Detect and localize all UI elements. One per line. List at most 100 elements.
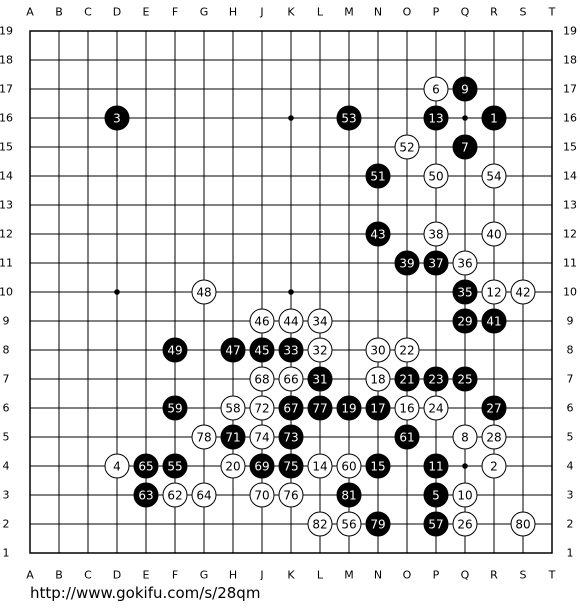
move-number: 75 bbox=[283, 460, 298, 474]
move-number: 22 bbox=[399, 344, 414, 358]
black-stone bbox=[307, 366, 333, 392]
move-number: 57 bbox=[428, 518, 443, 532]
move-number: 1 bbox=[490, 112, 498, 126]
column-label-bottom: P bbox=[433, 569, 440, 581]
row-label-right: 2 bbox=[567, 518, 574, 531]
source-link[interactable]: http://www.gokifu.com/s/28qm bbox=[30, 584, 261, 602]
move-number: 17 bbox=[370, 402, 385, 416]
row-label-right: 18 bbox=[563, 54, 577, 67]
white-stone bbox=[481, 424, 507, 450]
move-number: 27 bbox=[486, 402, 501, 416]
white-stone bbox=[365, 337, 391, 363]
white-stone bbox=[278, 308, 304, 334]
move-number: 72 bbox=[254, 402, 269, 416]
black-stone bbox=[365, 395, 391, 421]
black-stone bbox=[365, 511, 391, 537]
white-stone bbox=[452, 511, 478, 537]
move-number: 54 bbox=[486, 170, 501, 184]
row-label-left: 13 bbox=[0, 199, 13, 212]
row-label-right: 8 bbox=[567, 344, 574, 357]
move-number: 76 bbox=[283, 489, 298, 503]
move-number: 33 bbox=[283, 344, 298, 358]
white-stone bbox=[191, 424, 217, 450]
white-stone bbox=[394, 395, 420, 421]
row-label-right: 1 bbox=[567, 547, 574, 560]
black-stone bbox=[278, 424, 304, 450]
move-number: 35 bbox=[457, 286, 472, 300]
column-label-bottom: H bbox=[229, 569, 237, 581]
move-number: 63 bbox=[138, 489, 153, 503]
black-stone bbox=[278, 453, 304, 479]
column-label-top: F bbox=[172, 6, 178, 19]
move-number: 39 bbox=[399, 257, 414, 271]
move-number: 37 bbox=[428, 257, 443, 271]
move-number: 53 bbox=[341, 112, 356, 126]
column-label-bottom: S bbox=[520, 569, 527, 581]
white-stone bbox=[481, 453, 507, 479]
column-label-bottom: G bbox=[200, 569, 209, 581]
move-number: 52 bbox=[399, 141, 414, 155]
move-number: 55 bbox=[167, 460, 182, 474]
move-number: 82 bbox=[312, 518, 327, 532]
move-number: 30 bbox=[370, 344, 385, 358]
move-number: 68 bbox=[254, 373, 269, 387]
move-number: 34 bbox=[312, 315, 327, 329]
column-label-bottom: B bbox=[55, 569, 63, 581]
column-label-top: Q bbox=[461, 6, 470, 19]
move-number: 40 bbox=[486, 228, 501, 242]
row-label-left: 19 bbox=[0, 25, 13, 38]
black-stone bbox=[104, 105, 130, 131]
row-label-right: 9 bbox=[567, 315, 574, 328]
column-label-top: M bbox=[344, 6, 354, 19]
row-label-right: 5 bbox=[567, 431, 574, 444]
row-label-right: 11 bbox=[563, 257, 577, 270]
move-number: 38 bbox=[428, 228, 443, 242]
black-stone bbox=[423, 105, 449, 131]
move-number: 56 bbox=[341, 518, 356, 532]
black-stone bbox=[481, 105, 507, 131]
move-number: 44 bbox=[283, 315, 298, 329]
column-label-top: C bbox=[84, 6, 92, 19]
row-label-left: 1 bbox=[3, 547, 10, 560]
black-stone bbox=[452, 279, 478, 305]
white-stone bbox=[220, 453, 246, 479]
column-label-top: G bbox=[200, 6, 209, 19]
white-stone bbox=[510, 511, 536, 537]
board-border bbox=[29, 30, 553, 554]
column-label-top: N bbox=[374, 6, 382, 19]
move-number: 16 bbox=[399, 402, 414, 416]
black-stone bbox=[365, 453, 391, 479]
row-label-right: 19 bbox=[563, 25, 577, 38]
row-label-left: 14 bbox=[0, 170, 13, 183]
white-stone bbox=[307, 453, 333, 479]
black-stone bbox=[452, 366, 478, 392]
white-stone bbox=[249, 366, 275, 392]
move-number: 41 bbox=[486, 315, 501, 329]
white-stone bbox=[336, 453, 362, 479]
move-number: 26 bbox=[457, 518, 472, 532]
move-number: 8 bbox=[461, 431, 469, 445]
white-stone bbox=[481, 163, 507, 189]
move-number: 9 bbox=[461, 83, 469, 97]
move-number: 80 bbox=[515, 518, 530, 532]
black-stone bbox=[423, 366, 449, 392]
column-label-bottom: C bbox=[84, 569, 92, 581]
move-number: 81 bbox=[341, 489, 356, 503]
column-label-bottom: M bbox=[344, 569, 354, 581]
move-number: 65 bbox=[138, 460, 153, 474]
row-label-right: 10 bbox=[563, 286, 577, 299]
move-number: 18 bbox=[370, 373, 385, 387]
move-number: 25 bbox=[457, 373, 472, 387]
move-number: 21 bbox=[399, 373, 414, 387]
black-stone bbox=[423, 511, 449, 537]
move-number: 49 bbox=[167, 344, 182, 358]
black-stone bbox=[133, 453, 159, 479]
move-number: 78 bbox=[196, 431, 211, 445]
white-stone bbox=[249, 482, 275, 508]
white-stone bbox=[307, 337, 333, 363]
white-stone bbox=[423, 76, 449, 102]
hoshi-point bbox=[288, 115, 294, 121]
white-stone bbox=[307, 308, 333, 334]
move-number: 60 bbox=[341, 460, 356, 474]
move-number: 12 bbox=[486, 286, 501, 300]
